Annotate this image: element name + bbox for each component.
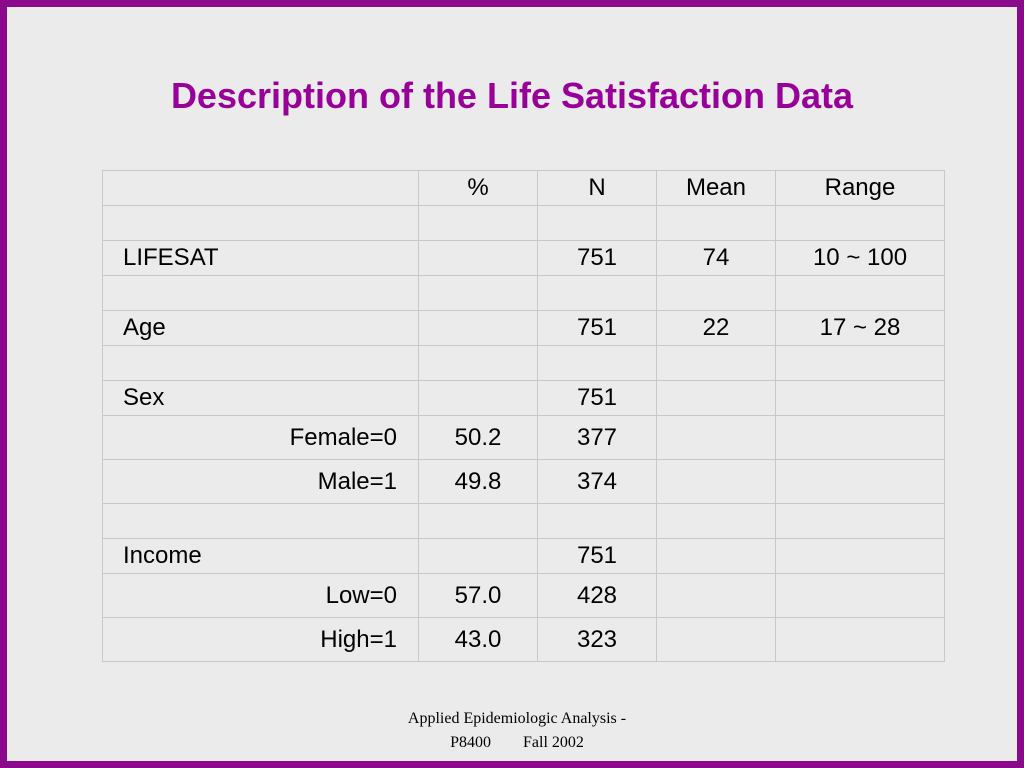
row-pct xyxy=(418,538,538,574)
row-range xyxy=(775,538,945,574)
spacer-row xyxy=(102,275,945,311)
row-n: 751 xyxy=(537,538,657,574)
row-pct xyxy=(418,310,538,346)
row-pct: 50.2 xyxy=(418,415,538,460)
table-row: Female=0 50.2 377 xyxy=(102,415,945,460)
row-label: Age xyxy=(102,310,419,346)
row-mean xyxy=(656,380,776,416)
row-n: 374 xyxy=(537,459,657,504)
row-n: 428 xyxy=(537,573,657,618)
row-n: 751 xyxy=(537,380,657,416)
row-pct: 57.0 xyxy=(418,573,538,618)
header-cell-range: Range xyxy=(775,170,945,206)
row-label: Income xyxy=(102,538,419,574)
row-range: 10 ~ 100 xyxy=(775,240,945,276)
row-mean: 22 xyxy=(656,310,776,346)
table-row: Low=0 57.0 428 xyxy=(102,573,945,618)
row-pct xyxy=(418,240,538,276)
row-label: Female=0 xyxy=(102,415,419,460)
data-table: % N Mean Range LIFESAT 751 74 10 ~ 100 A… xyxy=(102,170,945,662)
row-n: 751 xyxy=(537,310,657,346)
row-mean xyxy=(656,459,776,504)
row-n: 751 xyxy=(537,240,657,276)
header-cell-n: N xyxy=(537,170,657,206)
table-header-row: % N Mean Range xyxy=(102,170,945,206)
row-label: Sex xyxy=(102,380,419,416)
spacer-row xyxy=(102,503,945,539)
table-row: High=1 43.0 323 xyxy=(102,617,945,662)
spacer-row xyxy=(102,345,945,381)
row-range xyxy=(775,573,945,618)
row-n: 377 xyxy=(537,415,657,460)
row-range xyxy=(775,380,945,416)
footer-line-2: P8400 Fall 2002 xyxy=(450,734,584,751)
row-mean: 74 xyxy=(656,240,776,276)
row-range xyxy=(775,459,945,504)
row-label: LIFESAT xyxy=(102,240,419,276)
row-n: 323 xyxy=(537,617,657,662)
spacer-row xyxy=(102,205,945,241)
row-label: Male=1 xyxy=(102,459,419,504)
row-mean xyxy=(656,573,776,618)
footer-line-1: Applied Epidemiologic Analysis - xyxy=(407,710,627,727)
slide-footer: Applied Epidemiologic Analysis - P8400 F… xyxy=(347,707,687,755)
row-label: Low=0 xyxy=(102,573,419,618)
row-range xyxy=(775,617,945,662)
row-mean xyxy=(656,415,776,460)
row-mean xyxy=(656,538,776,574)
table-row: Income 751 xyxy=(102,538,945,574)
table-row: LIFESAT 751 74 10 ~ 100 xyxy=(102,240,945,276)
row-range xyxy=(775,415,945,460)
slide-title: Description of the Life Satisfaction Dat… xyxy=(170,75,854,116)
table-row: Male=1 49.8 374 xyxy=(102,459,945,504)
table-row: Sex 751 xyxy=(102,380,945,416)
row-pct xyxy=(418,380,538,416)
header-cell-mean: Mean xyxy=(656,170,776,206)
row-label: High=1 xyxy=(102,617,419,662)
row-pct: 49.8 xyxy=(418,459,538,504)
row-range: 17 ~ 28 xyxy=(775,310,945,346)
header-cell-blank xyxy=(102,170,419,206)
header-cell-pct: % xyxy=(418,170,538,206)
table-row: Age 751 22 17 ~ 28 xyxy=(102,310,945,346)
row-mean xyxy=(656,617,776,662)
row-pct: 43.0 xyxy=(418,617,538,662)
